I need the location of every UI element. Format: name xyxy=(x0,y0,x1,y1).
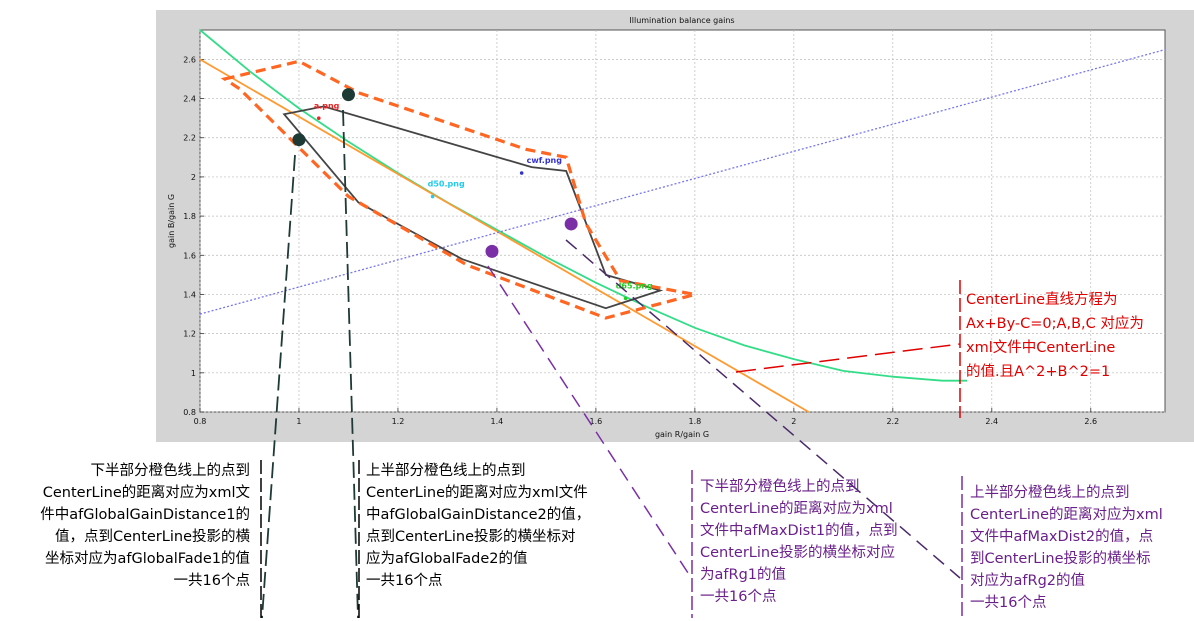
series-layer xyxy=(199,29,1166,413)
note-line: CenterLine直线方程为 xyxy=(966,292,1118,308)
note-line: CenterLine的距离对应为xml文件 xyxy=(366,485,588,501)
note-upper-rg: 上半部分橙色线上的点到 CenterLine的距离对应为xml 文件中afMax… xyxy=(970,482,1194,614)
note-centerline: CenterLine直线方程为 Ax+By-C=0;A,B,C 对应为 xml文… xyxy=(966,288,1194,384)
y-tick-label: 1 xyxy=(191,369,196,378)
note-line: 一共16个点 xyxy=(970,595,1047,611)
note-line: CenterLine的距离对应为xml xyxy=(700,501,893,517)
note-upper-global: 上半部分橙色线上的点到 CenterLine的距离对应为xml文件 中afGlo… xyxy=(366,460,636,592)
note-lower-rg: 下半部分橙色线上的点到 CenterLine的距离对应为xml 文件中afMax… xyxy=(700,476,940,608)
x-tick-label: 1.6 xyxy=(590,417,603,426)
x-tick-label: 1.2 xyxy=(392,417,405,426)
x-tick-label: 1.4 xyxy=(491,417,504,426)
annotation-label: d65.png xyxy=(616,282,653,291)
note-line: Ax+By-C=0;A,B,C 对应为 xyxy=(966,316,1144,332)
note-line: 文件中afMaxDist1的值，点到 xyxy=(700,523,898,539)
note-line: 到CenterLine投影的横坐标 xyxy=(970,551,1151,567)
note-lower-global: 下半部分橙色线上的点到 CenterLine的距离对应为xml文 件中afGlo… xyxy=(4,460,250,592)
annotation-label: a.png xyxy=(314,101,340,110)
grid xyxy=(199,30,1165,413)
y-axis-label: gain B/gain G xyxy=(167,194,176,248)
note-line: 点到CenterLine投影的横坐标对 xyxy=(366,529,576,545)
note-line: 一共16个点 xyxy=(173,573,250,589)
marker-layer xyxy=(292,88,578,258)
leader-line-lower-rg xyxy=(487,265,691,577)
note-line: CenterLine的距离对应为xml文 xyxy=(42,485,250,501)
y-tick-label: 1.2 xyxy=(183,330,196,339)
y-tick-label: 2.2 xyxy=(183,134,196,143)
leader-line-lower-global xyxy=(261,154,296,619)
leader-lines xyxy=(260,109,963,619)
annotation-point xyxy=(316,116,321,120)
leader-line-centerline xyxy=(735,343,961,373)
chart-title: Illumination balance gains xyxy=(629,16,734,25)
note-line: 坐标对应为afGlobalFade1的值 xyxy=(45,551,250,567)
annotation-label: cwf.png xyxy=(527,156,563,165)
y-tick-label: 2 xyxy=(191,173,196,182)
marker-point xyxy=(485,244,499,258)
series-orange-dashed-polygon xyxy=(220,59,696,320)
note-line: 值，点到CenterLine投影的横 xyxy=(54,529,250,545)
y-tick-label: 2.4 xyxy=(183,95,196,104)
note-line: 的值.且A^2+B^2=1 xyxy=(966,364,1111,380)
note-line: 一共16个点 xyxy=(700,589,777,605)
note-line: CenterLine投影的横坐标对应 xyxy=(700,545,896,561)
note-line: 对应为afRg2的值 xyxy=(970,573,1085,589)
note-line: CenterLine的距离对应为xml xyxy=(970,507,1163,523)
y-tick-label: 1.6 xyxy=(183,251,196,260)
annotation-label: d50.png xyxy=(428,180,465,189)
annotation-point xyxy=(430,194,435,199)
note-line: 应为afGlobalFade2的值 xyxy=(366,551,528,567)
x-tick-label: 1.8 xyxy=(689,417,702,426)
annotation-point xyxy=(519,171,524,175)
x-axis-label: gain R/gain G xyxy=(655,430,709,439)
leader-line-upper-global xyxy=(342,109,359,619)
note-line: 件中afGlobalGainDistance1的 xyxy=(40,507,250,523)
annotation-layer: a.png cwf.png d50.png d65.png xyxy=(314,101,653,301)
series-gray-polygon xyxy=(282,105,664,310)
series-orange-line xyxy=(199,58,810,413)
note-line: 中afGlobalGainDistance2的值， xyxy=(366,507,591,523)
x-tick-label: 2.6 xyxy=(1084,417,1097,426)
axis-ticks: 0.8 1 1.2 1.4 1.6 1.8 2 2.2 2.4 2.6 0.8 1 1.2 1.4 1.6 1… xyxy=(183,55,1097,426)
note-line: 为afRg1的值 xyxy=(700,567,786,583)
x-tick-label: 1 xyxy=(296,417,301,426)
marker-point xyxy=(292,133,306,147)
series-green-curve xyxy=(199,29,968,382)
note-line: 下半部分橙色线上的点到 xyxy=(700,479,860,495)
x-tick-label: 2.4 xyxy=(985,417,998,426)
y-tick-label: 2.6 xyxy=(183,55,196,64)
y-tick-label: 0.8 xyxy=(183,408,196,417)
note-line: 上半部分橙色线上的点到 xyxy=(366,463,526,479)
y-tick-label: 1.8 xyxy=(183,212,196,221)
note-line: 下半部分橙色线上的点到 xyxy=(90,463,251,479)
note-line: xml文件中CenterLine xyxy=(966,340,1116,356)
marker-point xyxy=(564,217,578,231)
marker-point xyxy=(341,88,355,102)
note-line: 一共16个点 xyxy=(366,573,443,589)
note-line: 文件中afMaxDist2的值，点 xyxy=(970,529,1154,545)
x-tick-label: 0.8 xyxy=(194,417,207,426)
y-tick-label: 1.4 xyxy=(183,290,196,299)
annotation-point xyxy=(623,296,628,301)
x-tick-label: 2 xyxy=(791,417,796,426)
x-tick-label: 2.2 xyxy=(886,417,899,426)
series-blue-dotted-line xyxy=(199,48,1166,315)
note-line: 上半部分橙色线上的点到 xyxy=(970,485,1130,501)
